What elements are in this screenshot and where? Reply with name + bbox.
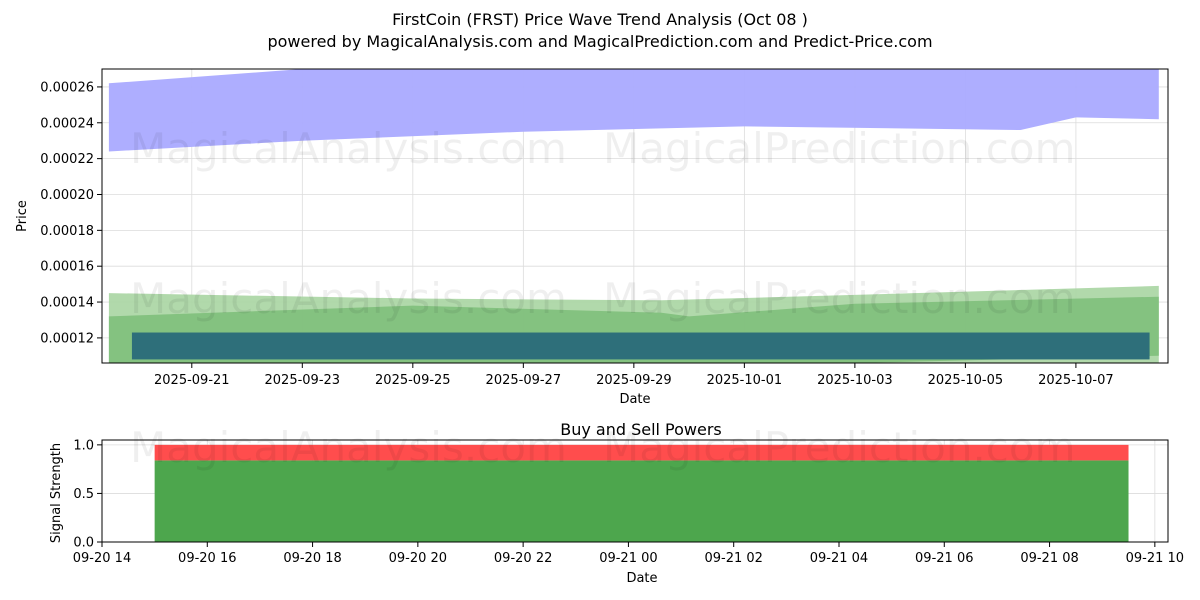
watermark-5: MagicalAnalysis.com: [130, 423, 567, 472]
watermark-4: MagicalPrediction.com: [603, 274, 1076, 323]
signal-y-tick-label: 0.5: [73, 487, 94, 502]
signal-x-tick-label: 09-20 20: [389, 551, 447, 566]
signal-x-tick-label: 09-21 04: [810, 551, 868, 566]
price-y-tick-label: 0.00016: [40, 260, 94, 275]
signal-title: Buy and Sell Powers: [560, 420, 722, 439]
signal-x-tick-label: 09-21 10: [1126, 551, 1184, 566]
watermark-1: MagicalAnalysis.com: [130, 124, 567, 173]
price-band-1: [108, 69, 1159, 152]
signal-x-tick-label: 09-21 02: [704, 551, 762, 566]
price-y-label: Price: [15, 200, 30, 232]
signal-y-tick-label: 0.0: [73, 536, 94, 551]
price-x-tick-label: 2025-10-05: [928, 373, 1004, 388]
price-x-tick-label: 2025-09-29: [596, 373, 672, 388]
price-x-ticks: 2025-09-21 2025-09-23 2025-09-25 2025-09-27…: [154, 363, 1114, 388]
price-x-tick-label: 2025-10-03: [817, 373, 893, 388]
price-x-tick-label: 2025-09-25: [375, 373, 451, 388]
price-y-tick-label: 0.00022: [40, 152, 94, 167]
chart-subtitle: powered by MagicalAnalysis.com and Magic…: [267, 32, 933, 51]
price-x-tick-label: 2025-09-27: [486, 373, 562, 388]
price-bands: [108, 69, 1159, 363]
price-x-tick-label: 2025-10-01: [707, 373, 783, 388]
price-range-rect-1: [131, 332, 1150, 360]
signal-x-tick-label: 09-20 14: [73, 551, 131, 566]
signal-x-tick-label: 09-20 18: [283, 551, 341, 566]
signal-y-tick-label: 1.0: [73, 438, 94, 453]
price-x-tick-label: 2025-10-07: [1038, 373, 1114, 388]
signal-x-tick-label: 09-21 00: [599, 551, 657, 566]
price-plot-frame: [101, 68, 1169, 364]
signal-bars: [154, 444, 1129, 542]
signal-x-tick-label: 09-21 06: [915, 551, 973, 566]
chart-title: FirstCoin (FRST) Price Wave Trend Analys…: [392, 10, 808, 29]
signal-y-label: Signal Strength: [49, 443, 64, 543]
buy-power-bar: [154, 460, 1129, 542]
signal-y-ticks: 0.0 0.5 1.0: [73, 438, 102, 551]
signal-x-ticks: 09-20 14 09-20 16 09-20 18 09-20 20 09-20 22…: [73, 542, 1184, 566]
signal-plot-frame: [101, 439, 1169, 543]
sell-power-bar: [154, 444, 1129, 461]
price-watermarks: MagicalAnalysis.com MagicalPrediction.co…: [130, 124, 1076, 323]
price-y-ticks: 0.00012 0.00014 0.00016 0.00018 0.00020 0.000…: [40, 80, 102, 346]
price-y-tick-label: 0.00024: [40, 116, 94, 131]
signal-x-label: Date: [626, 571, 657, 586]
price-x-tick-label: 2025-09-23: [265, 373, 341, 388]
watermark-3: MagicalAnalysis.com: [130, 274, 567, 323]
signal-watermarks: MagicalAnalysis.com MagicalPrediction.co…: [130, 423, 1076, 472]
signal-x-tick-label: 09-20 22: [494, 551, 552, 566]
watermark-2: MagicalPrediction.com: [603, 124, 1076, 173]
price-y-tick-label: 0.00014: [40, 296, 94, 311]
signal-x-tick-label: 09-20 16: [178, 551, 236, 566]
price-x-label: Date: [619, 392, 650, 407]
price-y-tick-label: 0.00020: [40, 188, 94, 203]
price-y-tick-label: 0.00018: [40, 224, 94, 239]
signal-x-tick-label: 09-21 08: [1020, 551, 1078, 566]
price-x-tick-label: 2025-09-21: [154, 373, 230, 388]
price-y-tick-label: 0.00012: [40, 331, 94, 346]
price-y-tick-label: 0.00026: [40, 80, 94, 95]
watermark-6: MagicalPrediction.com: [603, 423, 1076, 472]
